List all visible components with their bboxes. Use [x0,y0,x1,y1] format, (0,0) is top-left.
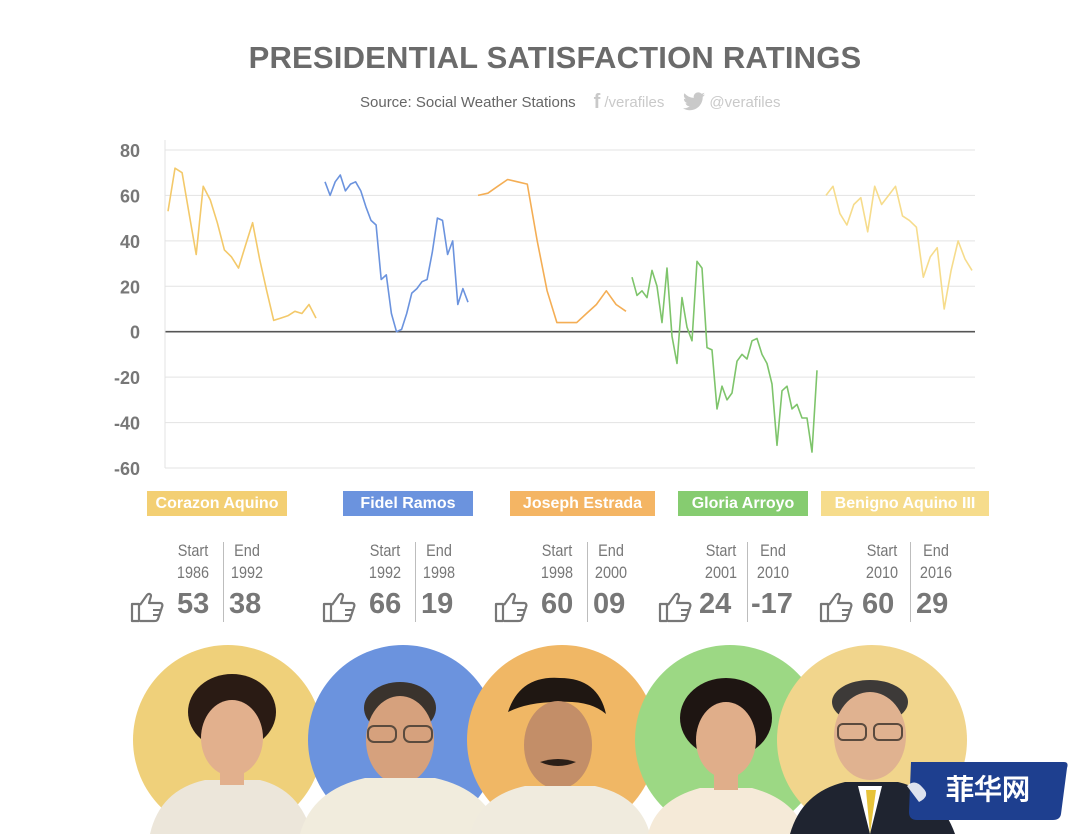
site-logo-text: 菲华网 [945,773,1030,806]
end-rating: 09 [593,588,626,620]
start-rating: 53 [177,588,210,620]
start-rating: 60 [862,588,895,620]
source-text: Source: Social Weather Stations [360,93,576,111]
series-line-joseph-estrada [477,178,627,324]
twitter-icon [683,92,706,111]
series-line-benigno-aquino-iii [825,185,973,310]
start-column: Start 1998 [540,541,574,582]
end-column: End 1998 [422,541,456,582]
end-rating: -17 [751,588,793,620]
stats-joseph-estrada: Start 1998 End 2000 60 09 [489,540,649,630]
site-logo-badge [907,762,1068,820]
portrait-joseph-estrada [470,677,650,834]
y-tick-label: -40 [114,414,140,434]
series-line-fidel-ramos [324,174,469,333]
portraits-row [133,645,967,834]
y-tick-label: 0 [130,323,140,343]
facebook-handle: /verafiles [604,93,665,111]
thumbs-up-icon [819,592,853,623]
chart-title: PRESIDENTIAL SATISFACTION RATINGS [248,40,862,75]
y-tick-label: 80 [120,141,140,161]
end-column: End 1992 [230,541,264,582]
y-tick-label: 60 [120,186,140,206]
series-line-gloria-arroyo [631,260,818,453]
portrait-fidel-ramos [300,682,500,834]
stats-corazon-aquino: Start 1986 End 1992 53 38 [125,540,285,630]
start-column: Start 2010 [865,541,899,582]
stats-gloria-arroyo: Start 2001 End 2010 24 -17 [653,540,813,630]
portrait-gloria-arroyo [648,678,806,834]
twitter-link[interactable]: @verafiles [682,92,780,112]
portrait-corazon-aquino [150,674,312,834]
president-label-joseph-estrada: Joseph Estrada [510,491,655,516]
end-rating: 38 [229,588,262,620]
thumbs-up-icon [658,592,692,623]
start-rating: 24 [699,588,732,620]
y-axis-ticks: 80 60 40 20 0 -20 -40 -60 [114,141,140,479]
president-label-fidel-ramos: Fidel Ramos [343,491,473,516]
thumbs-up-icon [130,592,164,623]
start-rating: 66 [369,588,402,620]
series-line-corazon-aquino [167,167,317,322]
start-rating: 60 [541,588,574,620]
stats-fidel-ramos: Start 1992 End 1998 66 19 [317,540,477,630]
president-label-corazon-aquino: Corazon Aquino [147,491,287,516]
chart-grid [164,140,975,469]
y-tick-label: -20 [114,368,140,388]
start-column: Start 1992 [368,541,402,582]
end-column: End 2010 [756,541,790,582]
stats-benigno-aquino: Start 2010 End 2016 60 29 [814,540,974,630]
facebook-link[interactable]: f /verafiles [594,91,665,114]
facebook-icon: f [593,90,601,113]
y-tick-label: 20 [120,277,140,297]
president-label-gloria-arroyo: Gloria Arroyo [678,491,808,516]
thumbs-up-icon [322,592,356,623]
end-column: End 2016 [919,541,953,582]
end-column: End 2000 [594,541,628,582]
start-column: Start 2001 [704,541,738,582]
y-tick-label: 40 [120,232,140,252]
twitter-handle: @verafiles [709,93,781,111]
source-row: Source: Social Weather Stations f /veraf… [360,90,780,114]
end-rating: 29 [916,588,949,620]
end-rating: 19 [421,588,454,620]
y-tick-label: -60 [114,459,140,479]
series-lines [167,167,973,453]
thumbs-up-icon [494,592,528,623]
president-label-benigno-aquino: Benigno Aquino III [821,491,989,516]
start-column: Start 1986 [176,541,210,582]
